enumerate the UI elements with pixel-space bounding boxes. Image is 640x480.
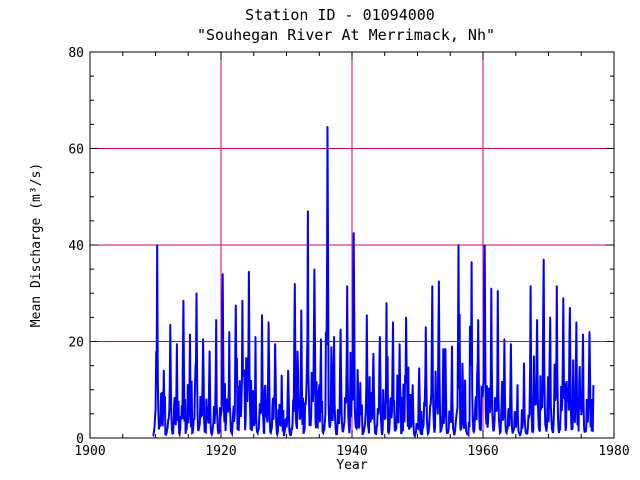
peak-point-1963 bbox=[503, 338, 506, 340]
peak-point-1971 bbox=[555, 285, 558, 287]
series-layer bbox=[152, 125, 595, 439]
x-tick-label-1920: 1920 bbox=[205, 444, 236, 459]
gridlines bbox=[90, 52, 614, 438]
peak-point-1926 bbox=[261, 314, 263, 316]
peak-point-1910 bbox=[156, 244, 158, 246]
peak-point-1969 bbox=[542, 258, 545, 261]
y-axis-label: Mean Discharge (m³/s) bbox=[29, 163, 44, 327]
peak-point-1927 bbox=[267, 321, 270, 324]
y-tick-label-20: 20 bbox=[68, 336, 84, 351]
peak-point-1953 bbox=[437, 280, 440, 282]
peak-point-1956 bbox=[457, 244, 460, 246]
peak-point-1964 bbox=[510, 343, 512, 345]
peak-point-1914 bbox=[182, 299, 185, 302]
peak-point-1967 bbox=[529, 285, 532, 287]
peak-point-1943 bbox=[372, 352, 375, 355]
y-tick-label-0: 0 bbox=[76, 432, 84, 447]
peak-point-1944 bbox=[379, 335, 381, 338]
peak-point-1941 bbox=[359, 381, 361, 384]
discharge-series-line bbox=[152, 126, 595, 439]
chart-subtitle: "Souhegan River At Merrimack, Nh" bbox=[197, 26, 495, 44]
peak-point-1952 bbox=[431, 285, 434, 287]
peak-point-1974 bbox=[575, 321, 578, 324]
peak-point-1975 bbox=[582, 333, 584, 336]
peak-point-1934 bbox=[313, 268, 316, 270]
peak-point-1912 bbox=[169, 323, 172, 326]
peak-point-1958 bbox=[470, 261, 473, 263]
peak-point-1915 bbox=[189, 333, 191, 336]
x-tick-label-1940: 1940 bbox=[336, 444, 367, 459]
y-tick-label-80: 80 bbox=[68, 46, 84, 61]
chart-title: Station ID - 01094000 bbox=[245, 6, 435, 24]
peak-point-1968 bbox=[536, 318, 538, 321]
peak-point-1948 bbox=[405, 316, 407, 319]
peak-point-1937 bbox=[333, 335, 335, 338]
peak-point-1935 bbox=[320, 338, 322, 340]
peak-point-1931 bbox=[293, 282, 296, 285]
peak-point-1965 bbox=[516, 384, 519, 386]
peak-point-1961 bbox=[490, 287, 492, 290]
peak-point-1932 bbox=[300, 309, 303, 311]
peak-point-1917 bbox=[202, 338, 204, 340]
peak-point-1966 bbox=[523, 362, 525, 365]
peak-point-1960 bbox=[483, 244, 486, 246]
peak-point-1924 bbox=[248, 270, 250, 273]
peak-point-1947 bbox=[398, 343, 401, 345]
peak-point-1919 bbox=[215, 318, 217, 321]
peak-point-1970 bbox=[549, 316, 551, 319]
peak-point-1976 bbox=[588, 331, 591, 333]
peak-point-1913 bbox=[175, 343, 178, 345]
peak-point-1951 bbox=[424, 326, 427, 328]
x-tick-label-1960: 1960 bbox=[467, 444, 498, 459]
peak-point-1954 bbox=[444, 347, 447, 350]
peak-point-1972 bbox=[562, 297, 565, 299]
peak-point-1938 bbox=[339, 328, 342, 331]
peak-point-1929 bbox=[280, 374, 283, 377]
peak-point-1936 bbox=[326, 125, 329, 128]
y-tick-label-40: 40 bbox=[68, 239, 84, 254]
peak-point-1928 bbox=[274, 343, 276, 345]
peak-point-1962 bbox=[496, 290, 499, 292]
peak-point-1923 bbox=[241, 299, 244, 302]
peak-point-1946 bbox=[392, 321, 394, 324]
peak-point-1920 bbox=[221, 273, 224, 275]
peak-point-1921 bbox=[228, 331, 230, 333]
peak-point-1959 bbox=[477, 318, 479, 321]
peak-point-1911 bbox=[162, 369, 165, 372]
peak-point-1950 bbox=[418, 367, 420, 369]
peak-point-1955 bbox=[451, 345, 453, 348]
peak-point-1922 bbox=[234, 304, 237, 307]
peak-point-1933 bbox=[306, 210, 309, 213]
peak-point-1939 bbox=[346, 285, 348, 287]
tick-layer: 1900 1920 1940 1960 1980 0 20 40 60 80 bbox=[68, 46, 629, 459]
peak-point-1973 bbox=[568, 306, 571, 309]
peak-point-1925 bbox=[254, 335, 257, 338]
peak-point-1918 bbox=[208, 350, 211, 352]
y-tick-label-60: 60 bbox=[68, 143, 84, 158]
peak-point-1942 bbox=[365, 314, 368, 316]
peak-point-1916 bbox=[195, 292, 198, 295]
x-tick-label-1980: 1980 bbox=[598, 444, 629, 459]
peak-point-1957 bbox=[464, 379, 466, 381]
peak-point-1930 bbox=[287, 369, 289, 372]
peak-point-1949 bbox=[411, 384, 414, 386]
peak-point-1945 bbox=[385, 302, 388, 304]
peak-point-1940 bbox=[352, 232, 355, 234]
x-tick-label-1900: 1900 bbox=[74, 444, 105, 459]
x-axis-label: Year bbox=[336, 458, 367, 473]
